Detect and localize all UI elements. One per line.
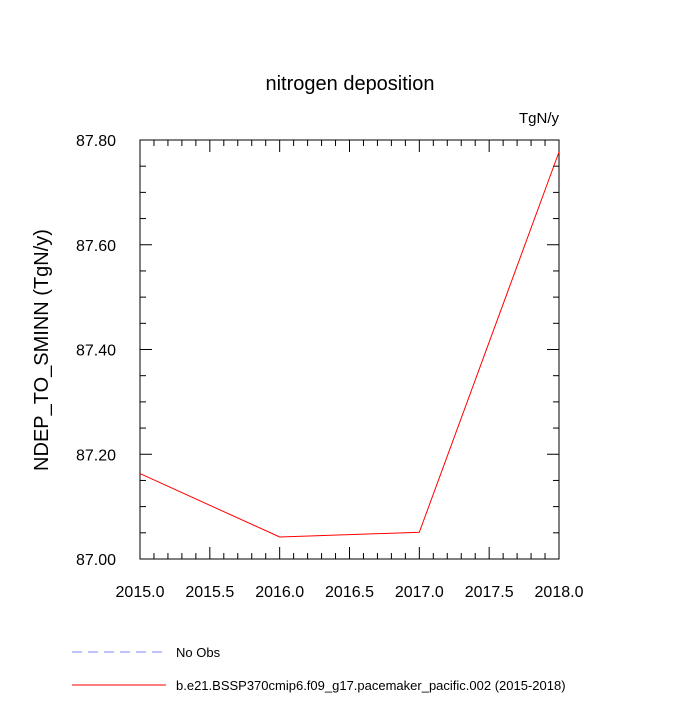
plot-frame <box>139 139 560 560</box>
x-tick-label: 2015.5 <box>185 584 234 601</box>
legend-label: b.e21.BSSP370cmip6.f09_g17.pacemaker_pac… <box>176 678 566 693</box>
x-tick-label: 2016.5 <box>325 584 374 601</box>
series-line <box>139 151 560 538</box>
y-tick-label: 87.00 <box>76 552 116 569</box>
y-tick-label: 87.60 <box>76 238 116 255</box>
x-tick-label: 2016.0 <box>255 584 304 601</box>
x-tick-label: 2017.5 <box>465 584 514 601</box>
plot-area: 2015.0 2015.5 2016.0 2016.5 2017.0 2017.5 2018… <box>76 133 584 601</box>
x-tick-label: 2017.0 <box>395 584 444 601</box>
units-label: TgN/y <box>519 110 560 127</box>
chart-title: nitrogen deposition <box>265 73 434 95</box>
y-tick-label: 87.80 <box>76 133 116 150</box>
x-tick-label: 2018.0 <box>535 584 584 601</box>
legend-label: No Obs <box>176 645 221 660</box>
x-tick-label: 2015.0 <box>116 584 165 601</box>
y-tick-label: 87.20 <box>76 447 116 464</box>
y-axis-label: NDEP_TO_SMINN (TgN/y) <box>31 229 53 471</box>
y-tick-label: 87.40 <box>76 343 116 360</box>
legend: No Obs b.e21.BSSP370cmip6.f09_g17.pacemak… <box>72 645 566 693</box>
